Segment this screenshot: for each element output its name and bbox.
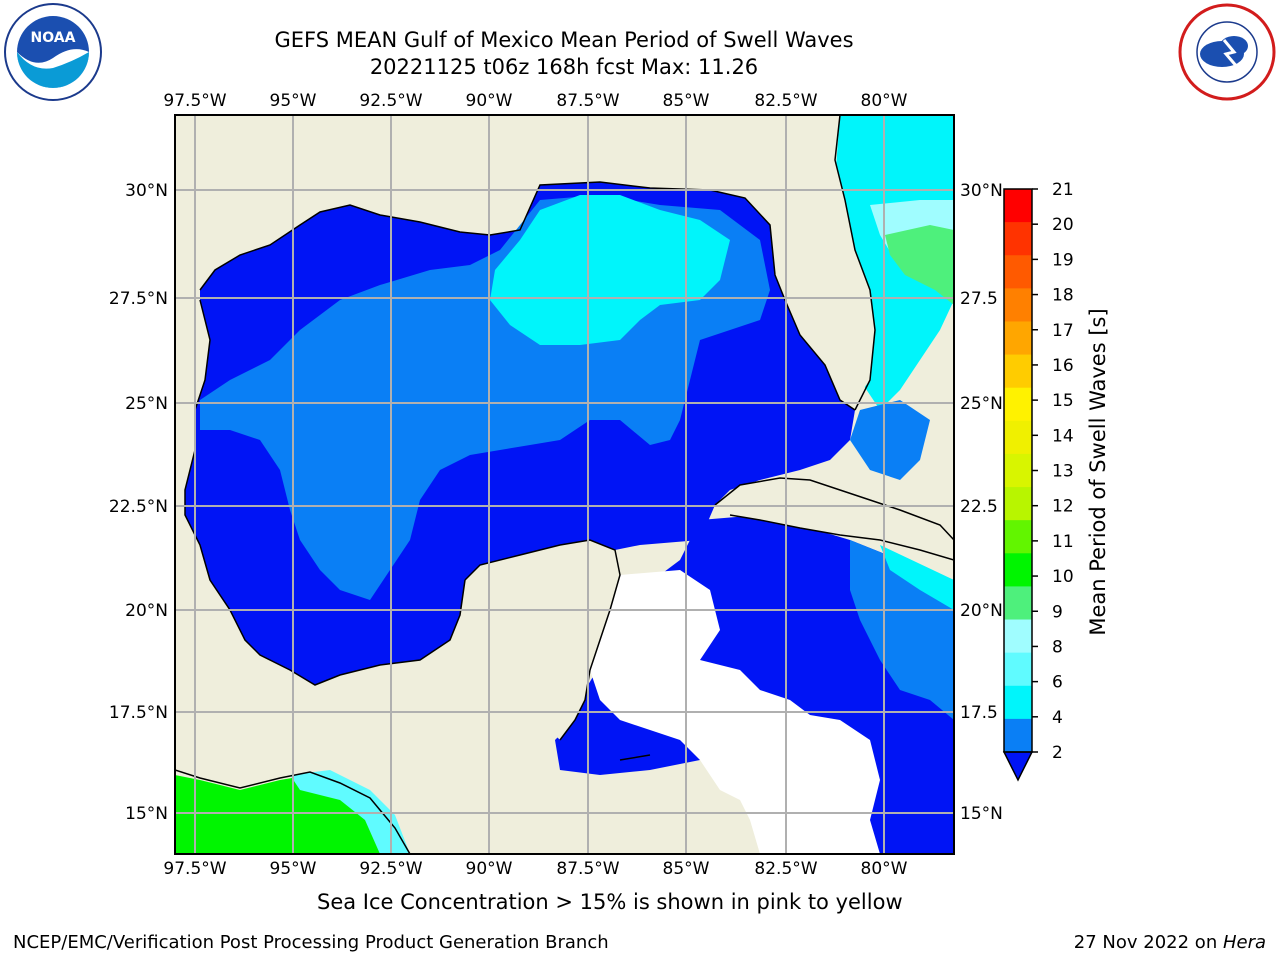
date-host: Hera — [1222, 932, 1266, 953]
nws-logo-icon — [1178, 3, 1276, 101]
lat-label-right: 15°N — [960, 804, 1003, 824]
colorbar-segment — [1004, 321, 1032, 356]
colorbar-tick-label: 21 — [1052, 180, 1074, 200]
lon-label-top: 95°W — [270, 91, 317, 111]
lon-label-top: 80°W — [861, 91, 908, 111]
colorbar-segment — [1004, 189, 1032, 223]
lon-label-top: 85°W — [663, 91, 710, 111]
lat-labels-right: 30°N 27.5 25°N 22.5 20°N 17.5 15°N — [960, 181, 1003, 824]
colorbar-segment — [1004, 354, 1032, 389]
lat-label-right: 25°N — [960, 394, 1003, 414]
colorbar-segment — [1004, 619, 1032, 654]
lon-label-bottom: 95°W — [270, 859, 317, 879]
lat-label-left: 22.5°N — [109, 497, 168, 517]
colorbar-title: Mean Period of Swell Waves [s] — [1086, 308, 1110, 635]
yucatan-land — [460, 540, 620, 740]
lat-labels-left: 30°N 27.5°N 25°N 22.5°N 20°N 17.5°N 15°N — [109, 181, 168, 824]
colorbar-tick-label: 18 — [1052, 286, 1074, 306]
lon-label-bottom: 82.5°W — [754, 859, 817, 879]
colorbar-segment — [1004, 487, 1032, 521]
lat-label-right: 30°N — [960, 181, 1003, 201]
colorbar-segment — [1004, 652, 1032, 687]
lon-label-bottom: 85°W — [663, 859, 710, 879]
colorbar-segment — [1004, 387, 1032, 422]
lon-label-top: 87.5°W — [556, 91, 619, 111]
gulf-cyan-region — [490, 195, 730, 345]
colorbar-tick-label: 4 — [1052, 708, 1063, 728]
colorbar-tick-label: 13 — [1052, 462, 1074, 482]
colorbar-tick-label: 10 — [1052, 567, 1074, 587]
lon-label-top: 97.5°W — [163, 91, 226, 111]
colorbar-tick-label: 20 — [1052, 215, 1074, 235]
pacific-light-cyan-region — [290, 770, 410, 854]
svg-text:NOAA: NOAA — [31, 30, 76, 46]
lat-label-left: 27.5°N — [109, 289, 168, 309]
map-frame — [174, 114, 955, 855]
colorbar-tick-label: 2 — [1052, 743, 1063, 763]
lat-label-right: 22.5 — [960, 497, 998, 517]
lat-label-left: 15°N — [125, 804, 168, 824]
credit-text: NCEP/EMC/Verification Post Processing Pr… — [13, 932, 609, 953]
atlantic-cyan-region — [835, 115, 954, 410]
lon-label-top: 92.5°W — [359, 91, 422, 111]
colorbar: 21 20 19 18 17 16 15 14 13 12 11 10 9 8 6 4 2 — [1002, 180, 1074, 782]
lon-label-bottom: 80°W — [861, 859, 908, 879]
chart-subtitle: 20221125 t06z 168h fcst Max: 11.26 — [369, 55, 759, 79]
graticule — [175, 115, 954, 854]
lat-label-left: 17.5°N — [109, 703, 168, 723]
caribbean-east-cyan-region — [880, 545, 954, 610]
lon-label-bottom: 97.5°W — [163, 859, 226, 879]
chart-title: GEFS MEAN Gulf of Mexico Mean Period of … — [274, 28, 854, 52]
lon-label-bottom: 92.5°W — [359, 859, 422, 879]
colorbar-extend-arrow — [1002, 751, 1034, 782]
sea-ice-note: Sea Ice Concentration > 15% is shown in … — [317, 890, 903, 914]
lon-label-top: 82.5°W — [754, 91, 817, 111]
colorbar-segment — [1004, 718, 1032, 753]
lon-label-bottom: 90°W — [466, 859, 513, 879]
lat-label-left: 25°N — [125, 394, 168, 414]
florida-land — [770, 115, 875, 400]
noaa-logo-icon: NOAA — [4, 3, 102, 101]
lon-labels-bottom: 97.5°W 95°W 92.5°W 90°W 87.5°W 85°W 82.5… — [163, 859, 907, 879]
colorbar-tick-label: 8 — [1052, 637, 1063, 657]
lat-label-right: 17.5 — [960, 703, 998, 723]
bahamas-medium-blue-region — [850, 400, 930, 480]
colorbar-tick-label: 12 — [1052, 497, 1074, 517]
colorbar-tick-label: 6 — [1052, 673, 1063, 693]
colorbar-tick-label: 15 — [1052, 391, 1074, 411]
lat-label-right: 20°N — [960, 601, 1003, 621]
colorbar-tick-label: 16 — [1052, 356, 1074, 376]
lat-label-right: 27.5 — [960, 289, 998, 309]
lat-label-left: 30°N — [125, 181, 168, 201]
cuba-land — [715, 478, 954, 560]
colorbar-segment — [1004, 520, 1032, 554]
map-area — [175, 115, 954, 854]
colorbar-segment — [1004, 685, 1032, 720]
colorbar-tick-label: 19 — [1052, 250, 1074, 270]
colorbar-segment — [1004, 586, 1032, 621]
date-prefix: 27 Nov 2022 on — [1073, 932, 1223, 953]
lon-label-top: 90°W — [466, 91, 513, 111]
colorbar-segment — [1004, 288, 1032, 322]
colorbar-segment — [1004, 553, 1032, 587]
lon-label-bottom: 87.5°W — [556, 859, 619, 879]
colorbar-segment — [1004, 453, 1032, 488]
colorbar-tick-label: 9 — [1052, 602, 1063, 622]
colorbar-segment — [1004, 420, 1032, 455]
lat-label-left: 20°N — [125, 601, 168, 621]
colorbar-segment — [1004, 255, 1032, 289]
lon-labels-top: 97.5°W 95°W 92.5°W 90°W 87.5°W 85°W 82.5… — [163, 91, 907, 111]
date-text: 27 Nov 2022 on Hera — [1074, 932, 1266, 953]
colorbar-tick-label: 14 — [1052, 426, 1074, 446]
colorbar-segment — [1004, 222, 1032, 256]
atlantic-light-green-region — [885, 225, 954, 305]
colorbar-tick-label: 17 — [1052, 321, 1074, 341]
colorbar-tick-label: 11 — [1052, 532, 1074, 552]
